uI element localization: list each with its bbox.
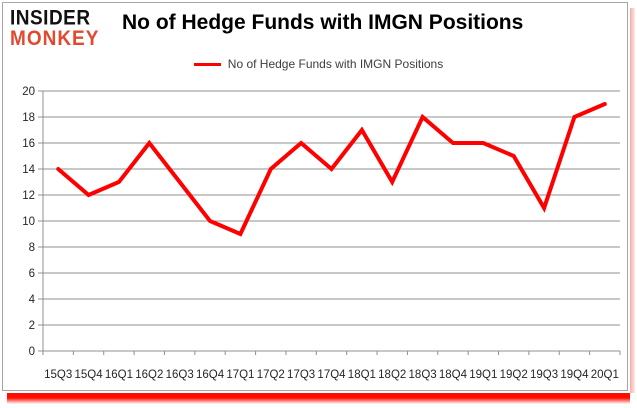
x-axis-tick-labels: 15Q3 15Q4 16Q1 16Q2 16Q3 16Q4 17Q1 17Q2 17Q3 17Q4… bbox=[44, 369, 619, 381]
axis-lines-and-ticks bbox=[38, 90, 621, 355]
x-tick-label: 17Q2 bbox=[257, 369, 285, 381]
svg-text:20: 20 bbox=[22, 86, 35, 98]
svg-text:8: 8 bbox=[29, 242, 35, 254]
x-tick-label: 15Q3 bbox=[44, 369, 72, 381]
x-tick-label: 20Q1 bbox=[591, 369, 619, 381]
legend-series-label: No of Hedge Funds with IMGN Positions bbox=[227, 57, 444, 71]
panel-bottom-shadow bbox=[7, 393, 630, 404]
data-line-No of Hedge Funds with IMGN Positions bbox=[56, 102, 607, 237]
y-axis-tick-labels: 0 2 4 6 8 10 12 14 16 18 20 bbox=[22, 86, 35, 358]
chart-panel bbox=[2, 2, 628, 391]
x-tick-label: 16Q4 bbox=[196, 369, 225, 381]
x-tick-label: 19Q4 bbox=[560, 369, 589, 381]
svg-text:18: 18 bbox=[22, 112, 35, 124]
x-tick-label: 17Q1 bbox=[226, 369, 254, 381]
x-tick-label: 18Q2 bbox=[378, 369, 406, 381]
x-tick-label: 19Q2 bbox=[500, 369, 528, 381]
svg-text:12: 12 bbox=[22, 190, 35, 202]
series-line bbox=[56, 102, 607, 237]
svg-text:4: 4 bbox=[29, 294, 36, 306]
x-tick-label: 16Q1 bbox=[105, 369, 133, 381]
x-tick-label: 18Q4 bbox=[439, 369, 468, 381]
svg-text:16: 16 bbox=[22, 138, 35, 150]
x-tick-label: 18Q3 bbox=[409, 369, 437, 381]
gridlines bbox=[43, 90, 620, 352]
x-tick-label: 16Q2 bbox=[135, 369, 163, 381]
svg-text:14: 14 bbox=[22, 164, 35, 176]
x-tick-label: 15Q4 bbox=[74, 369, 103, 381]
x-tick-label: 18Q1 bbox=[348, 369, 376, 381]
logo-word-insider: INSIDER bbox=[10, 6, 91, 31]
x-tick-label: 19Q3 bbox=[530, 369, 558, 381]
svg-text:0: 0 bbox=[29, 346, 35, 358]
x-tick-label: 19Q1 bbox=[469, 369, 497, 381]
legend-line-marker bbox=[193, 62, 221, 66]
chart-title: No of Hedge Funds with IMGN Positions bbox=[122, 11, 524, 34]
x-tick-label: 17Q4 bbox=[317, 369, 346, 381]
svg-text:6: 6 bbox=[29, 268, 35, 280]
x-tick-label: 17Q3 bbox=[287, 369, 315, 381]
insider-monkey-logo: INSIDER MONKEY bbox=[10, 6, 100, 51]
panel-right-shadow bbox=[630, 8, 635, 393]
svg-text:10: 10 bbox=[22, 216, 35, 228]
x-tick-label: 16Q3 bbox=[166, 369, 194, 381]
legend: No of Hedge Funds with IMGN Positions bbox=[0, 56, 637, 72]
logo-word-monkey: MONKEY bbox=[10, 27, 100, 51]
svg-text:2: 2 bbox=[29, 320, 35, 332]
